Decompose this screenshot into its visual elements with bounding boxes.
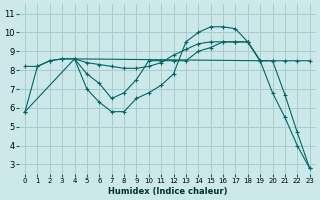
X-axis label: Humidex (Indice chaleur): Humidex (Indice chaleur): [108, 187, 227, 196]
